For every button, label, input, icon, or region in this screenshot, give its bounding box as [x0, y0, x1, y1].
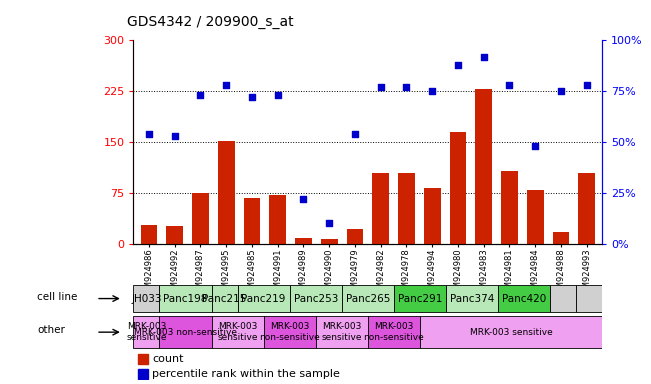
- Text: Panc265: Panc265: [346, 293, 390, 304]
- Bar: [138, 369, 148, 379]
- Point: [221, 82, 231, 88]
- Bar: [553, 232, 570, 244]
- Bar: [550, 285, 576, 312]
- Bar: [501, 170, 518, 244]
- Bar: [159, 285, 212, 312]
- Point: [273, 92, 283, 98]
- Bar: [270, 195, 286, 244]
- Text: Panc291: Panc291: [398, 293, 442, 304]
- Point: [530, 143, 540, 149]
- Text: MRK-003
sensitive: MRK-003 sensitive: [217, 323, 258, 342]
- Point: [581, 82, 592, 88]
- Point: [247, 94, 257, 100]
- Bar: [527, 190, 544, 244]
- Point: [169, 133, 180, 139]
- Bar: [295, 238, 312, 244]
- Text: JH033: JH033: [132, 293, 161, 304]
- Bar: [578, 173, 595, 244]
- Bar: [212, 285, 238, 312]
- Text: MRK-003 sensitive: MRK-003 sensitive: [469, 328, 553, 337]
- Text: MRK-003 non-sensitive: MRK-003 non-sensitive: [134, 328, 237, 337]
- Text: Panc219: Panc219: [242, 293, 286, 304]
- Point: [376, 84, 386, 90]
- Bar: [238, 285, 290, 312]
- Bar: [372, 173, 389, 244]
- Bar: [398, 173, 415, 244]
- Point: [427, 88, 437, 94]
- Bar: [166, 225, 183, 244]
- Bar: [141, 225, 158, 244]
- Text: MRK-003
non-sensitive: MRK-003 non-sensitive: [363, 323, 424, 342]
- Bar: [346, 229, 363, 244]
- Point: [144, 131, 154, 137]
- Bar: [138, 354, 148, 364]
- Text: GDS4342 / 209900_s_at: GDS4342 / 209900_s_at: [127, 15, 294, 29]
- Text: percentile rank within the sample: percentile rank within the sample: [152, 369, 340, 379]
- Bar: [498, 285, 550, 312]
- Point: [401, 84, 411, 90]
- Text: Panc420: Panc420: [502, 293, 546, 304]
- Bar: [212, 316, 264, 348]
- Bar: [133, 316, 159, 348]
- Text: Panc253: Panc253: [294, 293, 338, 304]
- Point: [556, 88, 566, 94]
- Bar: [424, 188, 441, 244]
- Point: [195, 92, 206, 98]
- Bar: [394, 285, 446, 312]
- Point: [505, 82, 515, 88]
- Text: Panc198: Panc198: [163, 293, 208, 304]
- Point: [478, 53, 489, 60]
- Text: MRK-003
non-sensitive: MRK-003 non-sensitive: [259, 323, 320, 342]
- Text: other: other: [37, 325, 65, 336]
- Bar: [321, 239, 338, 244]
- Point: [298, 196, 309, 202]
- Bar: [218, 141, 234, 244]
- Text: MRK-003
sensitive: MRK-003 sensitive: [126, 323, 167, 342]
- Text: cell line: cell line: [37, 292, 77, 302]
- Bar: [316, 316, 368, 348]
- Bar: [290, 285, 342, 312]
- Bar: [133, 285, 159, 312]
- Text: Panc374: Panc374: [450, 293, 494, 304]
- Point: [452, 62, 463, 68]
- Bar: [420, 316, 602, 348]
- Text: count: count: [152, 354, 184, 364]
- Bar: [192, 193, 209, 244]
- Bar: [446, 285, 498, 312]
- Bar: [342, 285, 394, 312]
- Text: Panc215: Panc215: [202, 293, 247, 304]
- Bar: [243, 198, 260, 244]
- Bar: [159, 316, 212, 348]
- Point: [350, 131, 360, 137]
- Bar: [368, 316, 420, 348]
- Bar: [450, 132, 466, 244]
- Point: [324, 220, 335, 227]
- Bar: [264, 316, 316, 348]
- Bar: [576, 285, 602, 312]
- Text: MRK-003
sensitive: MRK-003 sensitive: [322, 323, 362, 342]
- Bar: [475, 89, 492, 244]
